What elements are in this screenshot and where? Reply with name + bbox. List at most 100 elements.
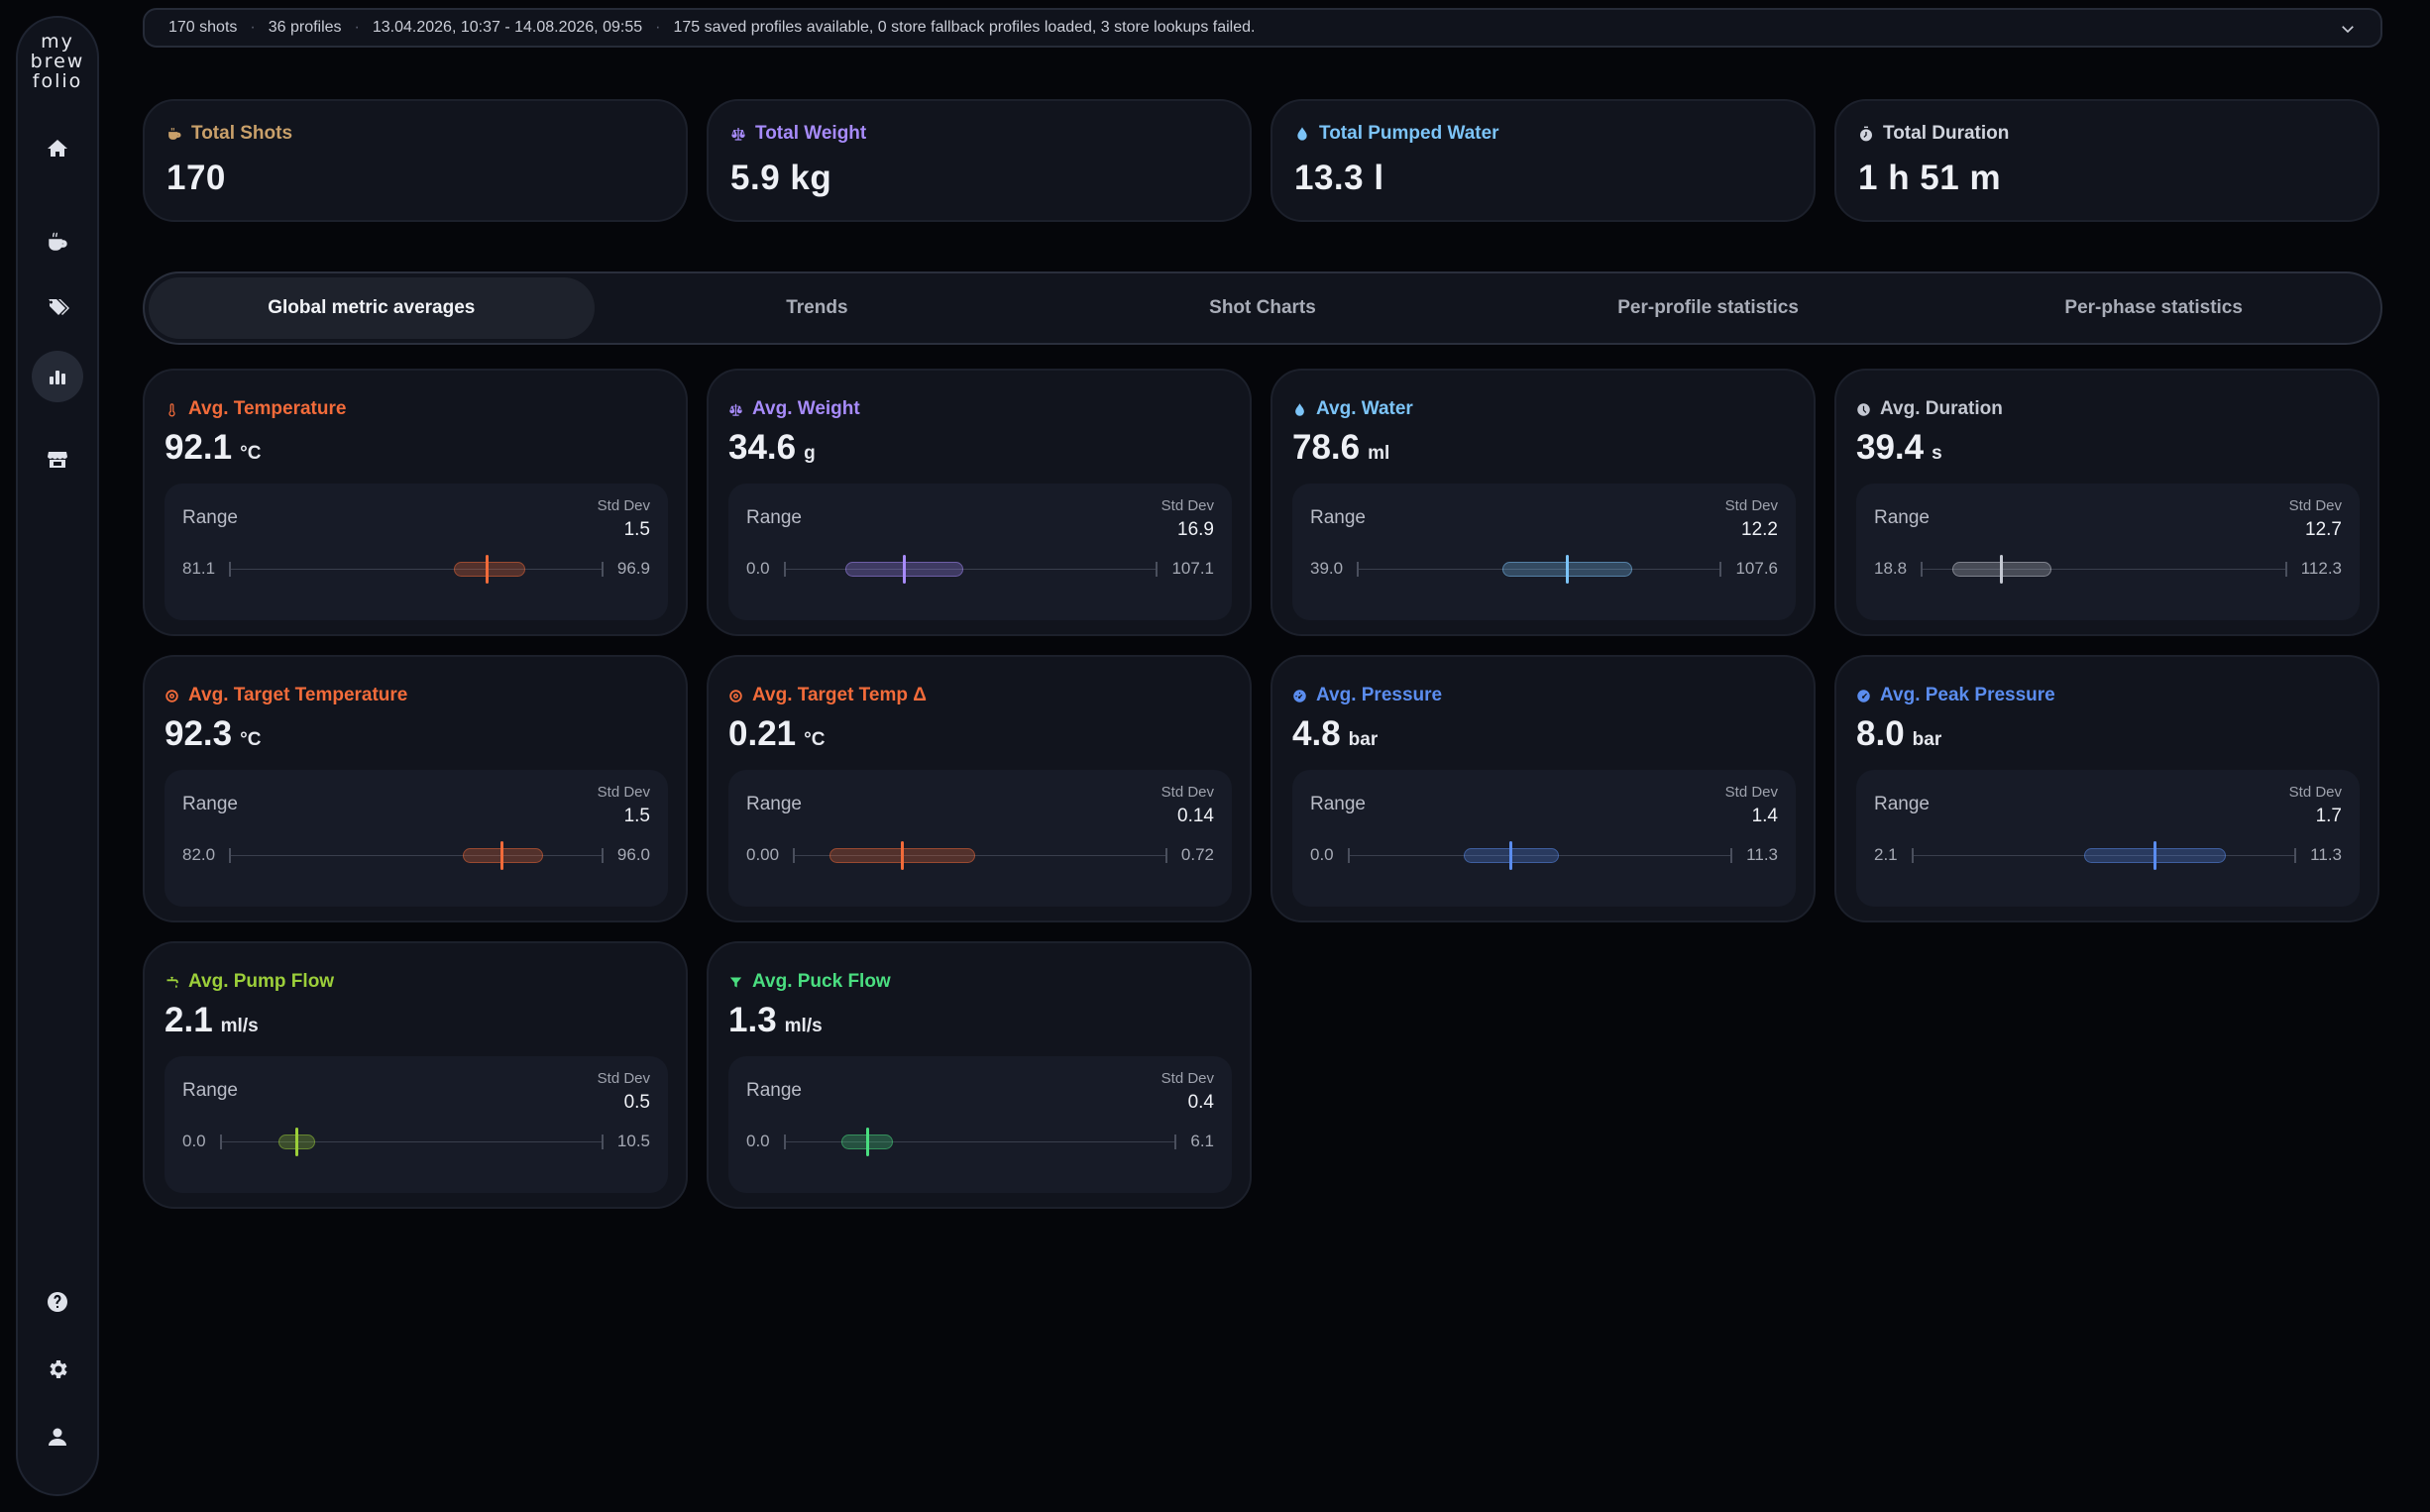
metric-value-number: 0.21 <box>728 714 797 753</box>
range-label: Range <box>182 794 238 814</box>
mean-marker <box>486 555 490 584</box>
summary-card: Total Duration 1 h 51 m <box>1834 99 2379 222</box>
metric-value-number: 92.3 <box>165 714 233 753</box>
range-max-value: 11.3 <box>2310 845 2342 864</box>
nav-settings-button[interactable] <box>32 1344 83 1395</box>
metric-value-number: 92.1 <box>165 428 233 467</box>
metric-title: Avg. Pressure <box>1292 685 1442 706</box>
nav-store-button[interactable] <box>32 434 83 486</box>
nav-statistics-button[interactable] <box>32 351 83 402</box>
app-logo[interactable]: my brew folio <box>18 32 97 91</box>
std-dev-value: 16.9 <box>1177 519 1214 540</box>
range-label: Range <box>746 507 802 528</box>
coffee-cup-icon <box>168 128 181 140</box>
range-panel: Range Std Dev 12.7 18.8 112.3 <box>1856 484 2360 620</box>
range-min-value: 0.0 <box>1310 845 1334 864</box>
std-dev-label: Std Dev <box>1724 784 1778 801</box>
range-end-tick <box>601 1134 604 1149</box>
mean-marker <box>865 1128 869 1156</box>
tab-global-metric-averages[interactable]: Global metric averages <box>149 277 595 339</box>
range-max-value: 107.6 <box>1735 559 1778 578</box>
tab-trends[interactable]: Trends <box>786 297 848 318</box>
range-min-value: 81.1 <box>182 559 216 578</box>
range-max-value: 10.5 <box>616 1132 650 1150</box>
range-track <box>229 569 604 570</box>
range-end-tick <box>1719 562 1722 577</box>
mean-marker <box>903 555 907 584</box>
metric-value: 39.4 s <box>1856 428 1942 468</box>
summary-card: Total Shots 170 <box>143 99 688 222</box>
nav-help-button[interactable] <box>32 1276 83 1328</box>
metric-value-number: 1.3 <box>728 1001 777 1039</box>
nav-shots-button[interactable] <box>32 216 83 268</box>
mean-marker <box>1509 841 1513 870</box>
profiles-count: 36 profiles <box>268 19 342 36</box>
tab-per-phase-statistics[interactable]: Per-phase statistics <box>2064 297 2243 318</box>
nav-tags-button[interactable] <box>32 281 83 333</box>
metric-title-text: Avg. Target Temperature <box>188 685 408 705</box>
metric-value: 92.1 °C <box>165 428 261 468</box>
metric-value-number: 34.6 <box>728 428 797 467</box>
summary-card-title: Total Weight <box>730 123 1228 145</box>
range-end-tick <box>2294 848 2297 863</box>
statistics-icon <box>50 371 65 384</box>
water-drop-icon <box>1295 402 1304 416</box>
metric-card: Avg. Target Temp Δ 0.21 °C Range Std Dev … <box>707 655 1252 922</box>
std-dev-label: Std Dev <box>1724 497 1778 514</box>
range-label: Range <box>182 1080 238 1101</box>
summary-card-value: 13.3 l <box>1294 159 1384 197</box>
target-icon <box>166 689 178 702</box>
range-label: Range <box>1874 794 1930 814</box>
metric-value: 2.1 ml/s <box>165 1001 259 1040</box>
std-dev-value: 12.2 <box>1741 519 1778 540</box>
range-panel: Range Std Dev 1.7 2.1 11.3 <box>1856 770 2360 907</box>
nav-account-button[interactable] <box>32 1411 83 1462</box>
mean-marker <box>1566 555 1570 584</box>
range-min-value: 39.0 <box>1310 559 1344 578</box>
metric-title: Avg. Water <box>1292 398 1413 420</box>
range-end-tick <box>1911 848 1914 863</box>
metric-title: Avg. Target Temp Δ <box>728 685 927 706</box>
expand-chevron[interactable] <box>2339 20 2357 38</box>
metric-value: 8.0 bar <box>1856 714 1941 754</box>
range-track <box>229 855 604 856</box>
range-min-value: 0.0 <box>182 1132 206 1150</box>
range-end-tick <box>1730 848 1733 863</box>
range-min-value: 0.00 <box>746 845 780 864</box>
shots-count: 170 shots <box>168 19 238 36</box>
session-info-bar[interactable]: 170 shots · 36 profiles · 13.04.2026, 10… <box>143 8 2382 48</box>
std-dev-label: Std Dev <box>1160 1070 1214 1087</box>
range-panel: Range Std Dev 16.9 0.0 107.1 <box>728 484 1232 620</box>
range-end-tick <box>219 1134 222 1149</box>
gauge-icon <box>1293 689 1306 702</box>
std-dev-label: Std Dev <box>2288 784 2342 801</box>
faucet-icon <box>166 976 178 988</box>
mean-marker <box>500 841 504 870</box>
metric-title: Avg. Target Temperature <box>165 685 407 706</box>
range-max-value: 112.3 <box>2300 559 2342 578</box>
metric-value-number: 78.6 <box>1292 428 1361 467</box>
separator-dot: · <box>354 19 360 36</box>
mean-marker <box>294 1128 298 1156</box>
std-dev-value: 1.7 <box>2315 806 2342 826</box>
range-panel: Range Std Dev 0.5 0.0 10.5 <box>165 1056 668 1193</box>
range-end-tick <box>793 848 796 863</box>
metric-card: Avg. Water 78.6 ml Range Std Dev 12.2 39.… <box>1270 369 1816 636</box>
range-panel: Range Std Dev 1.4 0.0 11.3 <box>1292 770 1796 907</box>
std-dev-band <box>453 562 525 577</box>
metric-title: Avg. Peak Pressure <box>1856 685 2055 706</box>
range-label: Range <box>1310 507 1366 528</box>
tab-per-profile-statistics[interactable]: Per-profile statistics <box>1617 297 1799 318</box>
range-track <box>1921 569 2287 570</box>
metric-card: Avg. Pump Flow 2.1 ml/s Range Std Dev 0.5… <box>143 941 688 1209</box>
summary-card-title-text: Total Weight <box>755 123 867 144</box>
range-min-value: 82.0 <box>182 845 216 864</box>
tab-shot-charts[interactable]: Shot Charts <box>1209 297 1316 318</box>
profiles-message: 175 saved profiles available, 0 store fa… <box>673 19 1256 36</box>
std-dev-value: 0.14 <box>1177 806 1214 826</box>
summary-card-value: 5.9 kg <box>730 159 832 197</box>
range-label: Range <box>746 794 802 814</box>
std-dev-value: 0.4 <box>1187 1092 1214 1113</box>
std-dev-label: Std Dev <box>597 1070 650 1087</box>
nav-home-button[interactable] <box>32 123 83 174</box>
